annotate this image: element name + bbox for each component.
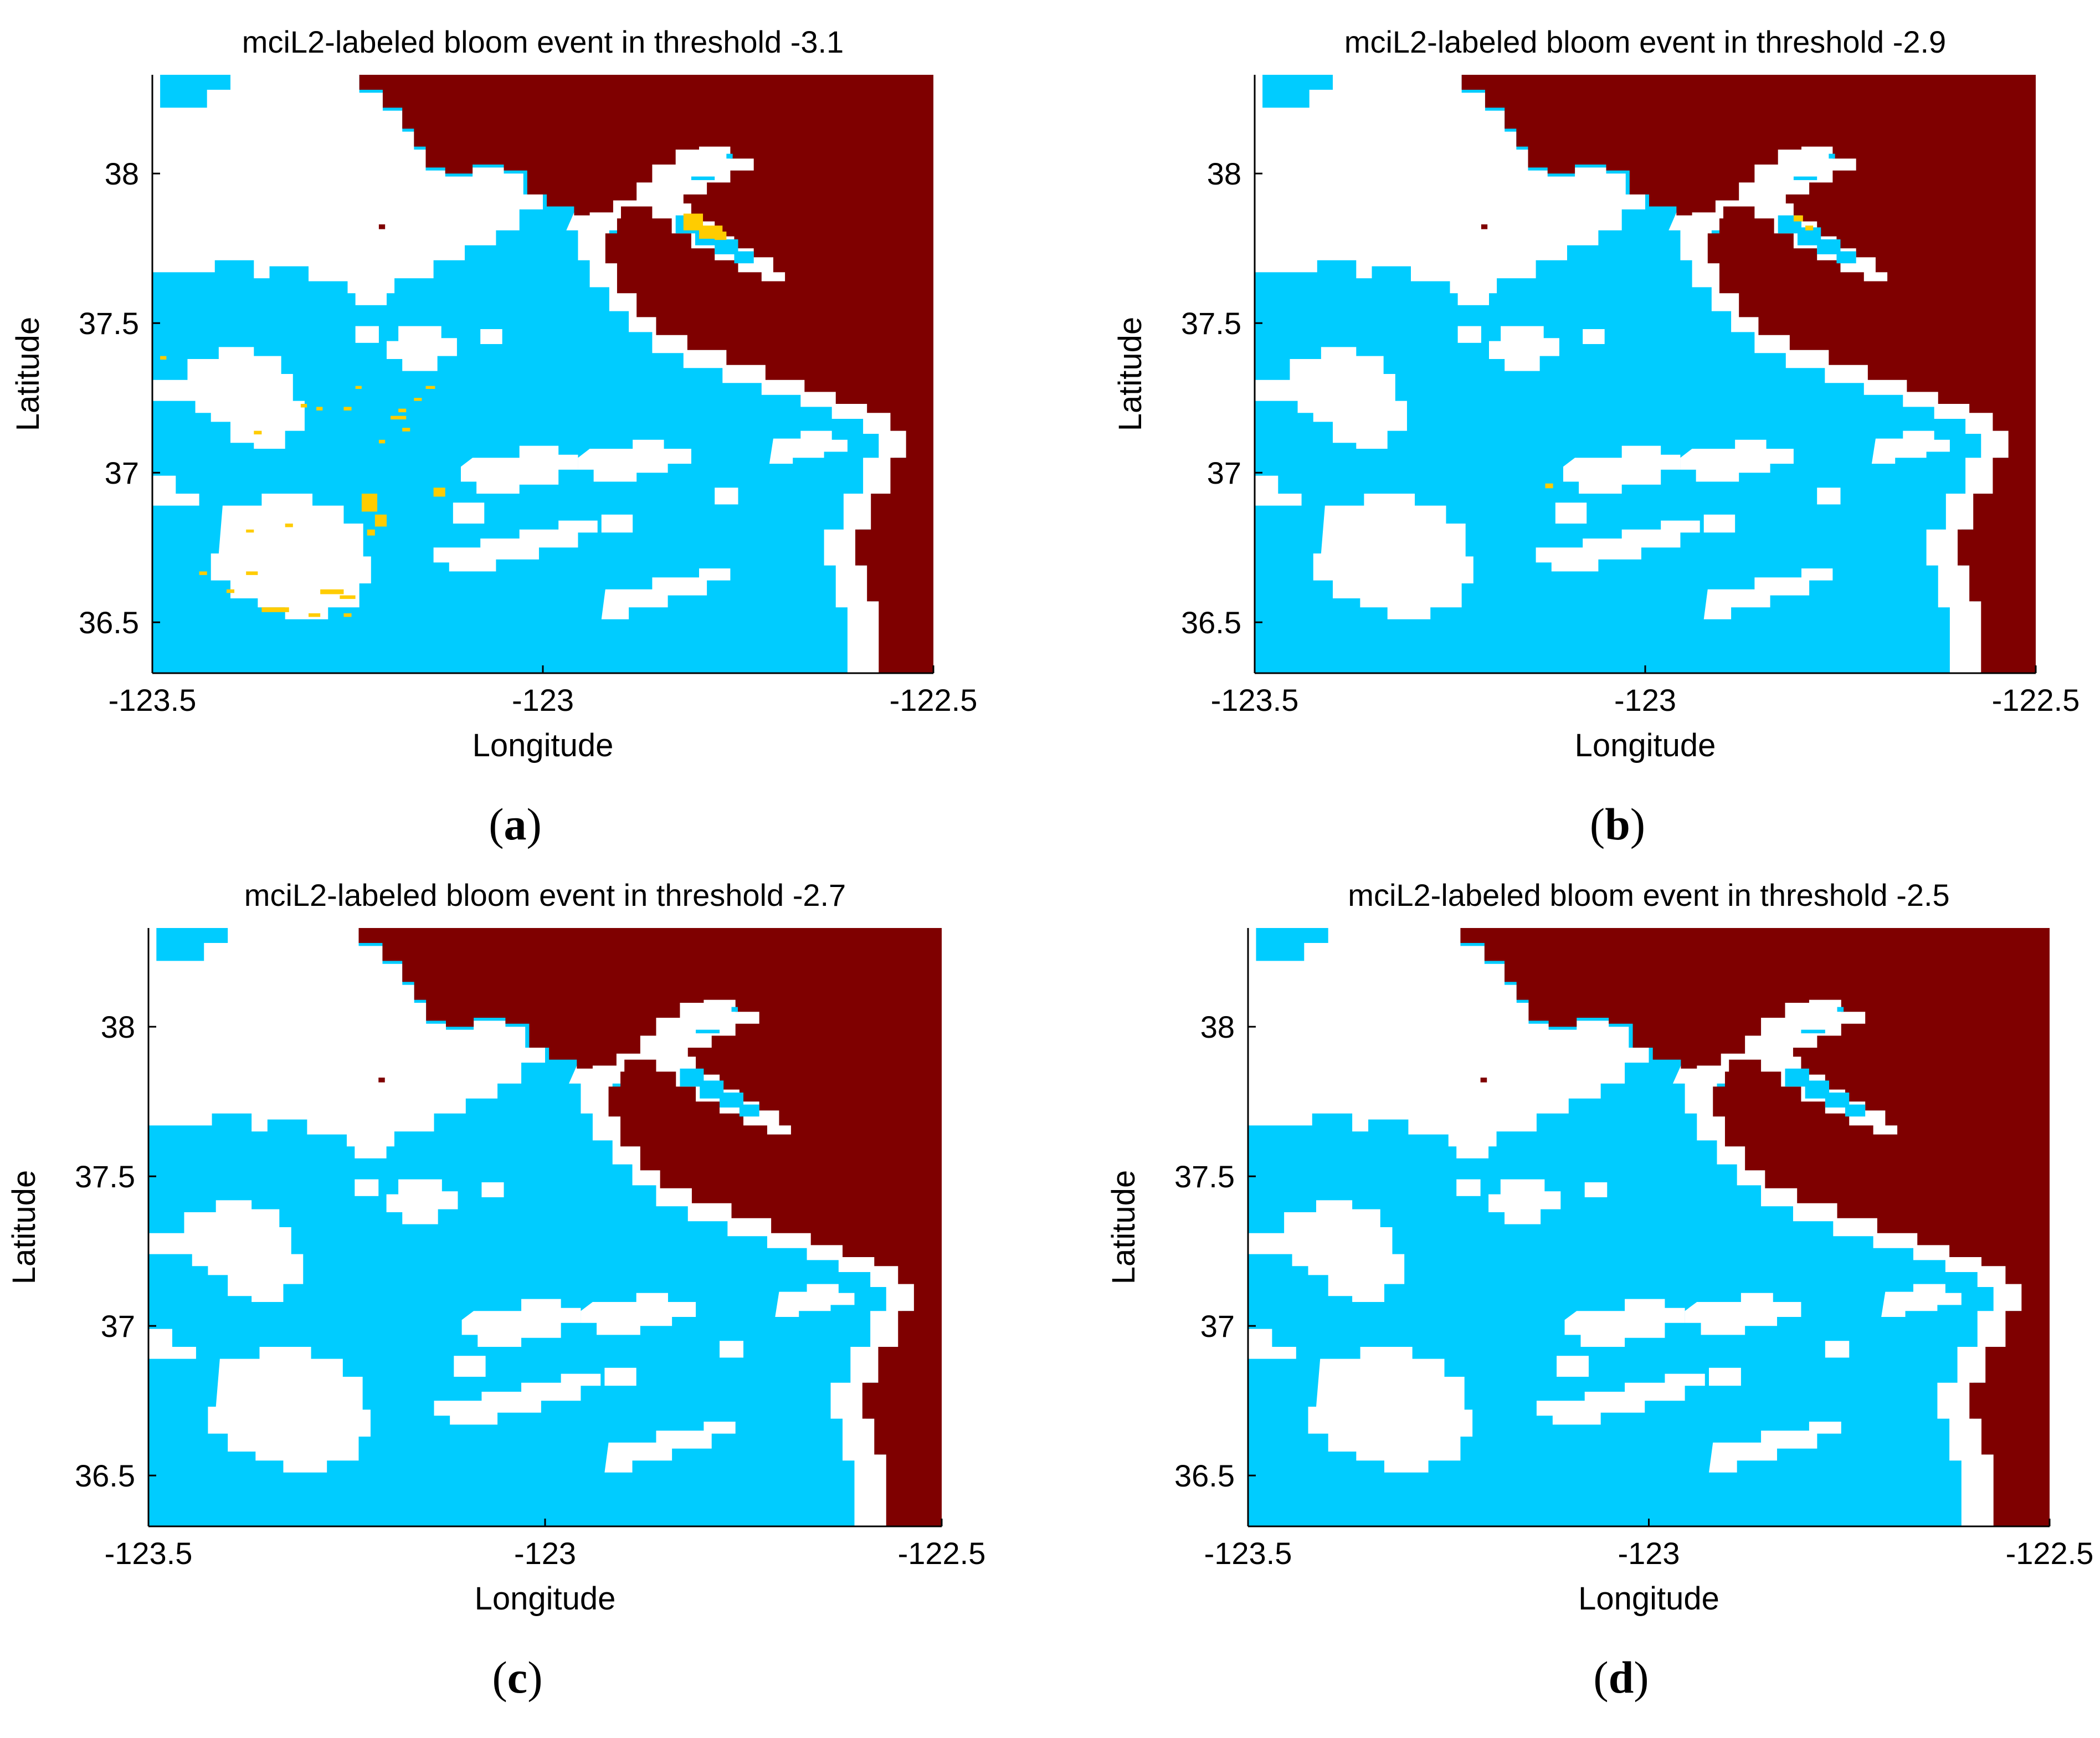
x-tick-label: -122.5 xyxy=(2006,1536,2094,1571)
panel-letter: (b) xyxy=(1590,799,1645,849)
y-axis-label: Latitude xyxy=(1106,1170,1142,1284)
panels-layer: mciL2-labeled bloom event in threshold -… xyxy=(6,24,2093,1703)
panel-letter: (d) xyxy=(1593,1652,1649,1703)
y-axis-label: Latitude xyxy=(1112,317,1148,431)
y-tick-label: 36.5 xyxy=(75,1458,135,1493)
panel-title: mciL2-labeled bloom event in threshold -… xyxy=(1348,878,1949,912)
y-tick-label: 38 xyxy=(1207,156,1241,191)
x-axis-label: Longitude xyxy=(473,727,614,763)
x-axis-label: Longitude xyxy=(1578,1581,1719,1617)
x-tick-label: -122.5 xyxy=(890,683,978,717)
y-axis-label: Latitude xyxy=(6,1170,42,1284)
x-tick-label: -122.5 xyxy=(1992,683,2080,717)
x-tick-label: -123 xyxy=(512,683,574,717)
panel-title: mciL2-labeled bloom event in threshold -… xyxy=(242,24,844,59)
y-tick-label: 38 xyxy=(1200,1009,1235,1044)
y-tick-label: 36.5 xyxy=(1181,605,1241,640)
x-tick-label: -122.5 xyxy=(898,1536,986,1571)
panel-title: mciL2-labeled bloom event in threshold -… xyxy=(1344,24,1946,59)
x-axis-label: Longitude xyxy=(1575,727,1716,763)
panel-letter: (c) xyxy=(492,1652,542,1703)
x-tick-label: -123.5 xyxy=(1204,1536,1292,1571)
map-image xyxy=(148,928,942,1526)
x-tick-label: -123 xyxy=(514,1536,576,1571)
map-image xyxy=(1248,928,2050,1526)
map-panel-d: mciL2-labeled bloom event in threshold -… xyxy=(1106,878,2093,1703)
map-panel-a: mciL2-labeled bloom event in threshold -… xyxy=(10,24,977,849)
y-axis-label: Latitude xyxy=(10,317,46,431)
y-tick-label: 36.5 xyxy=(1174,1458,1235,1493)
x-tick-label: -123.5 xyxy=(105,1536,193,1571)
y-tick-label: 37 xyxy=(101,1309,135,1344)
map-image xyxy=(152,75,933,673)
y-tick-label: 37.5 xyxy=(1174,1159,1235,1194)
y-tick-label: 37.5 xyxy=(79,306,139,341)
y-tick-label: 37.5 xyxy=(1181,306,1241,341)
y-tick-label: 37 xyxy=(1200,1309,1235,1344)
x-tick-label: -123.5 xyxy=(1211,683,1299,717)
x-tick-label: -123 xyxy=(1614,683,1676,717)
panel-title: mciL2-labeled bloom event in threshold -… xyxy=(244,878,846,912)
y-tick-label: 37 xyxy=(105,455,139,490)
x-axis-label: Longitude xyxy=(475,1581,616,1617)
map-panel-b: mciL2-labeled bloom event in threshold -… xyxy=(1112,24,2080,849)
y-tick-label: 38 xyxy=(101,1009,135,1044)
x-tick-label: -123 xyxy=(1618,1536,1680,1571)
panel-letter: (a) xyxy=(489,799,542,849)
map-panel-c: mciL2-labeled bloom event in threshold -… xyxy=(6,878,985,1703)
x-tick-label: -123.5 xyxy=(109,683,197,717)
y-tick-label: 37 xyxy=(1207,455,1241,490)
y-tick-label: 36.5 xyxy=(79,605,139,640)
y-tick-label: 37.5 xyxy=(75,1159,135,1194)
map-image xyxy=(1255,75,2036,673)
y-tick-label: 38 xyxy=(105,156,139,191)
